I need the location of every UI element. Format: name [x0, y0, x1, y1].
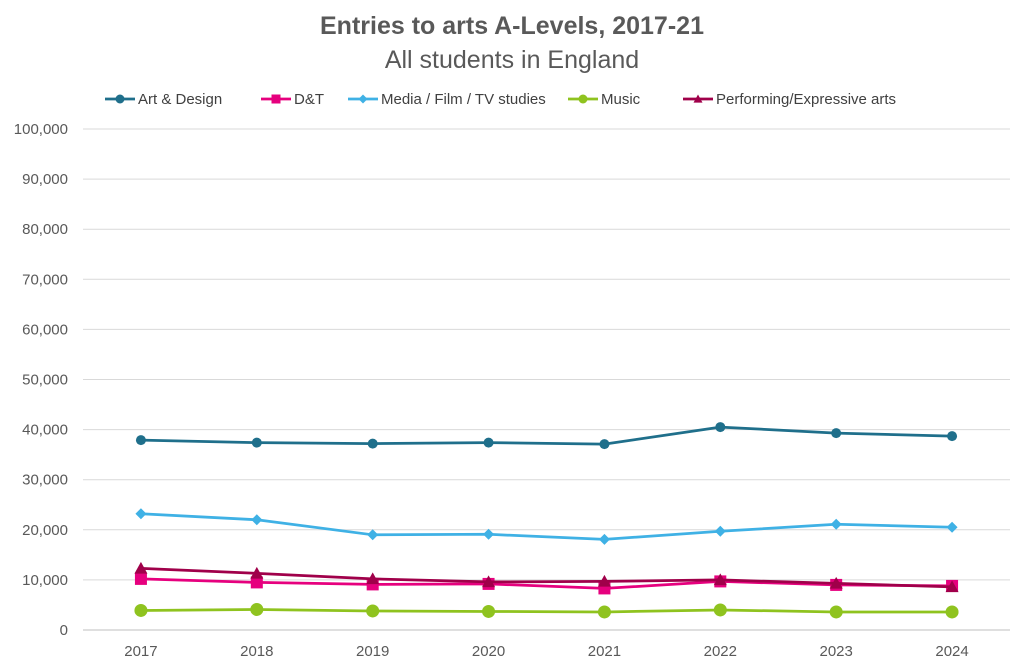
x-tick-label: 2018: [240, 643, 273, 660]
y-tick-label: 20,000: [22, 522, 68, 539]
data-point: [483, 437, 494, 448]
data-point: [250, 602, 264, 616]
y-tick-label: 70,000: [22, 271, 68, 288]
legend-label: Media / Film / TV studies: [381, 91, 546, 108]
y-tick-label: 80,000: [22, 221, 68, 238]
data-point: [358, 94, 368, 104]
y-tick-label: 50,000: [22, 372, 68, 389]
series-group: [135, 422, 958, 450]
data-point: [134, 561, 148, 574]
data-point: [251, 437, 262, 448]
x-tick-label: 2023: [820, 643, 853, 660]
data-point: [250, 576, 263, 589]
data-point: [135, 508, 147, 520]
data-point: [135, 435, 146, 446]
data-point: [945, 580, 959, 593]
legend-item: D&T: [261, 91, 324, 108]
y-axis-ticks: 0 10,000 20,000 30,000 40,000 50,000 60,000 70,…: [14, 121, 68, 639]
data-point: [713, 603, 727, 617]
data-point: [829, 576, 843, 589]
series-line: [140, 512, 953, 541]
legend-item: Art & Design: [105, 91, 222, 108]
data-point: [115, 94, 125, 104]
legend-item: Music: [568, 91, 641, 108]
series-line: [140, 567, 953, 589]
data-point: [250, 566, 264, 579]
series-line: [140, 608, 953, 614]
data-point: [134, 572, 147, 585]
chart-subtitle: All students in England: [385, 46, 639, 74]
data-point: [599, 439, 610, 450]
data-point: [482, 604, 496, 618]
data-point: [597, 574, 611, 587]
data-point: [713, 573, 727, 586]
data-point: [945, 605, 959, 619]
data-point: [366, 572, 380, 585]
data-point: [714, 525, 726, 537]
y-tick-label: 60,000: [22, 321, 68, 338]
x-tick-label: 2017: [124, 643, 157, 660]
y-tick-label: 0: [60, 622, 68, 639]
data-point: [597, 605, 611, 619]
series-group: [134, 561, 959, 593]
series-lines: [134, 422, 959, 619]
legend-label: Art & Design: [138, 91, 222, 108]
chart-legend: Art & Design D&T Media / Film / TV studies…: [105, 91, 896, 108]
chart-title: Entries to arts A-Levels, 2017-21: [320, 12, 704, 40]
x-tick-label: 2020: [472, 643, 505, 660]
legend-label: Performing/Expressive arts: [716, 91, 896, 108]
data-point: [482, 575, 496, 588]
x-tick-label: 2021: [588, 643, 621, 660]
y-tick-label: 90,000: [22, 171, 68, 188]
y-tick-label: 30,000: [22, 472, 68, 489]
data-point: [946, 521, 958, 533]
legend-item: Performing/Expressive arts: [683, 91, 896, 108]
data-point: [715, 422, 726, 433]
x-axis-ticks: 2017 2018 2019 2020 2021 2022 2023 2024: [124, 643, 969, 660]
x-tick-label: 2024: [935, 643, 968, 660]
series-group: [134, 602, 959, 619]
data-point: [251, 514, 263, 526]
data-point: [947, 431, 958, 442]
data-point: [366, 604, 380, 618]
y-tick-label: 100,000: [14, 121, 68, 138]
y-tick-label: 40,000: [22, 422, 68, 439]
data-point: [367, 438, 378, 449]
data-point: [831, 428, 842, 439]
data-point: [483, 528, 495, 540]
gridlines: [83, 128, 1010, 631]
data-point: [367, 529, 379, 541]
data-point: [693, 94, 703, 103]
legend-label: D&T: [294, 91, 324, 108]
series-line: [140, 425, 953, 446]
data-point: [271, 94, 281, 104]
x-tick-label: 2022: [704, 643, 737, 660]
data-point: [598, 533, 610, 545]
data-point: [830, 518, 842, 530]
data-point: [134, 603, 148, 617]
series-group: [135, 508, 958, 545]
legend-label: Music: [601, 91, 641, 108]
data-point: [578, 94, 588, 104]
data-point: [829, 605, 843, 619]
legend-item: Media / Film / TV studies: [348, 91, 546, 108]
y-tick-label: 10,000: [22, 572, 68, 589]
x-tick-label: 2019: [356, 643, 389, 660]
series-line: [140, 577, 953, 590]
